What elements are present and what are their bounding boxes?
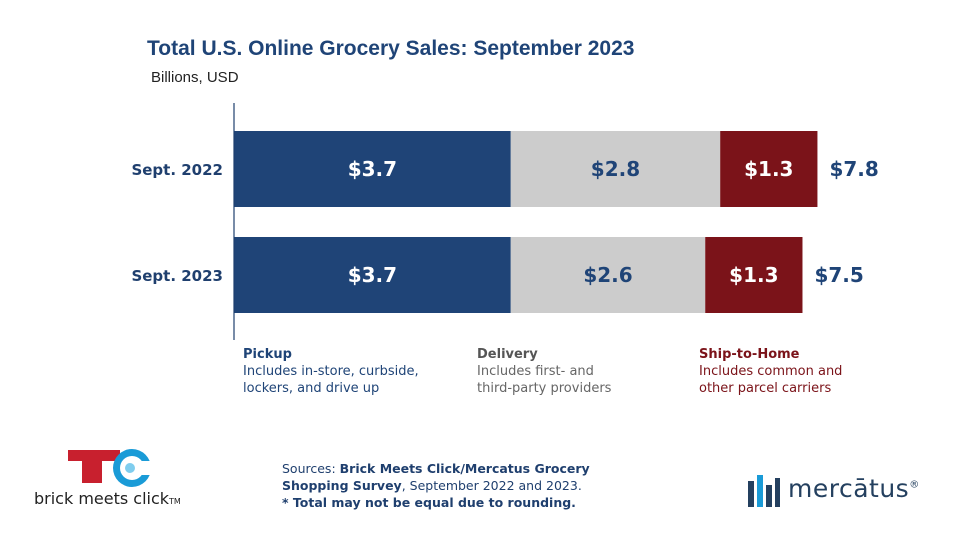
legend-ship-to-home: Ship-to-Home Includes common and other p… bbox=[699, 346, 842, 397]
bar-pickup-sept-2022 bbox=[234, 131, 511, 207]
mercatus-logo-icon bbox=[748, 475, 780, 507]
legend-delivery: Delivery Includes first- and third-party… bbox=[477, 346, 611, 397]
data-label-delivery-sept-2023: $2.6 bbox=[583, 263, 632, 287]
bar-pickup-sept-2023 bbox=[234, 237, 511, 313]
data-label-pickup-sept-2022: $3.7 bbox=[348, 157, 397, 181]
chart-title: Total U.S. Online Grocery Sales: Septemb… bbox=[147, 37, 635, 60]
legend-delivery-desc-2: third-party providers bbox=[477, 381, 612, 396]
legend-pickup-desc-2: lockers, and drive up bbox=[243, 381, 380, 396]
brick-meets-click-wordmark: brick meets clickTM bbox=[34, 489, 181, 508]
category-label-sept-2023: Sept. 2023 bbox=[131, 267, 223, 285]
data-label-pickup-sept-2023: $3.7 bbox=[348, 263, 397, 287]
chart-subtitle: Billions, USD bbox=[151, 69, 239, 86]
total-label-sept-2023: $7.5 bbox=[814, 263, 863, 287]
mercatus-wordmark: mercātus® bbox=[788, 474, 920, 503]
sources-prefix: Sources: bbox=[282, 461, 340, 476]
legend-delivery-desc-1: Includes first- and bbox=[477, 364, 594, 379]
mercatus-registered: ® bbox=[909, 479, 920, 491]
legend-ship-name: Ship-to-Home bbox=[699, 347, 800, 362]
bar-delivery-sept-2023 bbox=[510, 237, 706, 313]
legend-delivery-name: Delivery bbox=[477, 347, 538, 362]
sources-note: Sources: Brick Meets Click/Mercatus Groc… bbox=[282, 460, 590, 511]
bmc-trademark: TM bbox=[169, 497, 181, 506]
legend-pickup: Pickup Includes in-store, curbside, lock… bbox=[243, 346, 419, 397]
legend-pickup-desc-1: Includes in-store, curbside, bbox=[243, 364, 419, 379]
bmc-wordmark-text: brick meets click bbox=[34, 489, 170, 508]
data-label-delivery-sept-2022: $2.8 bbox=[591, 157, 640, 181]
sources-org: Brick Meets Click/Mercatus Grocery bbox=[339, 461, 590, 476]
brick-meets-click-logo-mark bbox=[68, 449, 154, 487]
bar-ship-to-home-sept-2023 bbox=[705, 237, 803, 313]
bar-delivery-sept-2022 bbox=[510, 131, 721, 207]
bar-ship-to-home-sept-2022 bbox=[720, 131, 818, 207]
total-label-sept-2022: $7.8 bbox=[829, 157, 878, 181]
rounding-note: * Total may not be equal due to rounding… bbox=[282, 495, 576, 510]
legend-ship-desc-2: other parcel carriers bbox=[699, 381, 832, 396]
legend-ship-desc-1: Includes common and bbox=[699, 364, 843, 379]
sources-survey: Shopping Survey bbox=[282, 478, 402, 493]
stacked-bar-chart: $3.7 $2.8 $1.3 $7.8 Sept. 2022 $3.7 $2.6 $1.3 $7… bbox=[131, 103, 879, 340]
sources-dates: , September 2022 and 2023. bbox=[401, 478, 582, 493]
data-label-ship-to-home-sept-2023: $1.3 bbox=[729, 263, 778, 287]
mercatus-text: mercātus bbox=[788, 474, 910, 503]
brick-meets-click-logo bbox=[28, 446, 228, 516]
legend-pickup-name: Pickup bbox=[243, 347, 292, 362]
data-label-ship-to-home-sept-2022: $1.3 bbox=[744, 157, 793, 181]
category-label-sept-2022: Sept. 2022 bbox=[131, 161, 223, 179]
